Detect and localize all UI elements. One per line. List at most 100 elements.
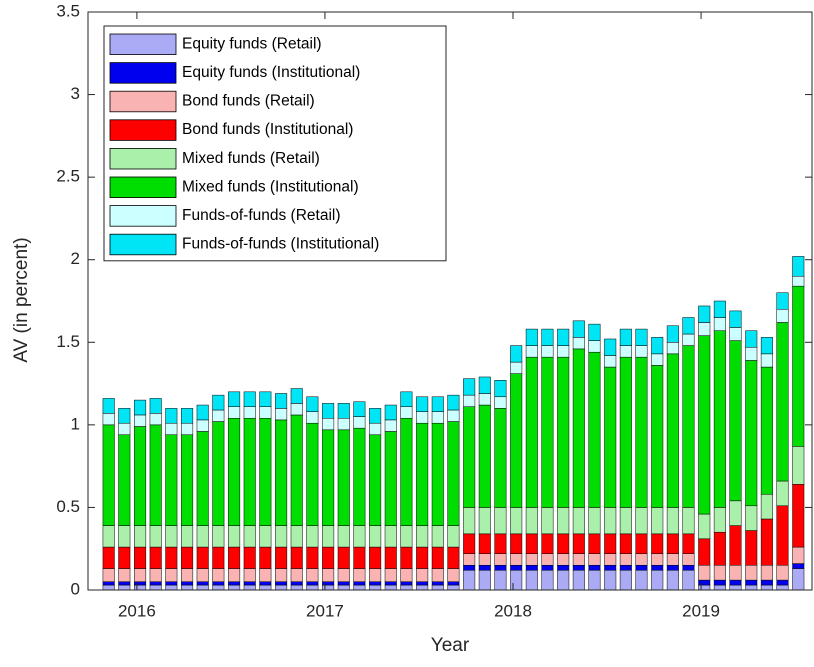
bar-segment [619, 569, 632, 591]
bar-segment [118, 525, 131, 548]
bar-segment [243, 525, 256, 548]
bar-segment [290, 546, 303, 569]
bar-segment [165, 581, 178, 586]
bar-segment [322, 429, 335, 526]
bar-segment [306, 581, 319, 586]
bar-segment [635, 564, 648, 571]
bar-segment [196, 546, 209, 569]
bar-segment [463, 564, 476, 571]
bar-segment [541, 345, 554, 358]
bar-segment [525, 345, 538, 358]
bar-segment [290, 525, 303, 548]
bar-segment [541, 356, 554, 508]
bar-segment [760, 337, 773, 355]
bar-segment [275, 525, 288, 548]
bar-segment [384, 581, 397, 586]
bar-segment [431, 422, 444, 526]
bar-segment [713, 507, 726, 533]
bar-segment [494, 553, 507, 566]
bar-segment [369, 434, 382, 526]
bar-segment [149, 581, 162, 586]
bar-segment [729, 500, 742, 526]
bar-segment [463, 569, 476, 591]
bar-segment [118, 584, 131, 591]
bar-segment [102, 424, 115, 526]
bar-segment [196, 525, 209, 548]
legend-swatch [109, 62, 177, 84]
bar-segment [494, 569, 507, 591]
bar-segment [792, 446, 805, 485]
bar-segment [510, 569, 523, 591]
bar-segment [134, 568, 147, 582]
bar-segment [698, 538, 711, 566]
bar-segment [792, 563, 805, 569]
bar-segment [259, 391, 272, 407]
bar-segment [447, 546, 460, 569]
bar-segment [165, 525, 178, 548]
bar-segment [353, 546, 366, 569]
bar-segment [118, 422, 131, 436]
bar-segment [259, 581, 272, 586]
bar-segment [447, 584, 460, 591]
bar-segment [353, 416, 366, 429]
bar-segment [776, 564, 789, 581]
bar-segment [478, 564, 491, 571]
bar-segment [619, 345, 632, 358]
bar-segment [651, 365, 664, 508]
bar-segment [447, 525, 460, 548]
bar-segment [149, 424, 162, 526]
bar-segment [604, 533, 617, 554]
bar-segment [682, 553, 695, 566]
bar-segment [337, 429, 350, 526]
bar-segment [541, 328, 554, 346]
bar-segment [745, 579, 758, 586]
bar-segment [447, 409, 460, 422]
bar-segment [290, 584, 303, 591]
legend-swatch [109, 33, 177, 56]
bar-segment [713, 531, 726, 566]
legend-label: Equity funds (Institutional) [182, 64, 360, 81]
bar-segment [494, 408, 507, 508]
bar-segment [212, 568, 225, 582]
bar-segment [196, 584, 209, 591]
bar-segment [760, 564, 773, 581]
bar-segment [510, 533, 523, 554]
bar-segment [510, 361, 523, 374]
bar-segment [228, 525, 241, 548]
y-tick-label: 0 [71, 579, 80, 598]
bar-segment [290, 388, 303, 404]
bar-segment [682, 317, 695, 335]
bar-segment [306, 584, 319, 591]
bar-segment [431, 411, 444, 424]
bar-segment [510, 553, 523, 566]
bar-segment [713, 584, 726, 591]
bar-segment [635, 328, 648, 346]
bar-segment [149, 584, 162, 591]
bar-segment [792, 285, 805, 447]
bar-segment [525, 533, 538, 554]
bar-segment [604, 507, 617, 535]
legend-label: Equity funds (Retail) [182, 35, 322, 52]
bar-segment [604, 553, 617, 566]
bar-segment [259, 546, 272, 569]
bar-segment [572, 564, 585, 571]
bar-segment [290, 403, 303, 416]
bar-segment [400, 581, 413, 586]
bar-segment [557, 345, 570, 358]
bar-segment [165, 422, 178, 436]
bar-segment [369, 568, 382, 582]
bar-segment [369, 422, 382, 436]
bar-segment [666, 533, 679, 554]
bar-segment [478, 569, 491, 591]
bar-segment [306, 411, 319, 424]
bar-segment [745, 584, 758, 591]
bar-segment [510, 345, 523, 363]
bar-segment [713, 330, 726, 508]
bar-segment [713, 300, 726, 318]
bar-segment [181, 422, 194, 436]
bar-segment [588, 507, 601, 535]
bar-segment [510, 373, 523, 508]
bar-segment [682, 564, 695, 571]
bar-segment [275, 581, 288, 586]
